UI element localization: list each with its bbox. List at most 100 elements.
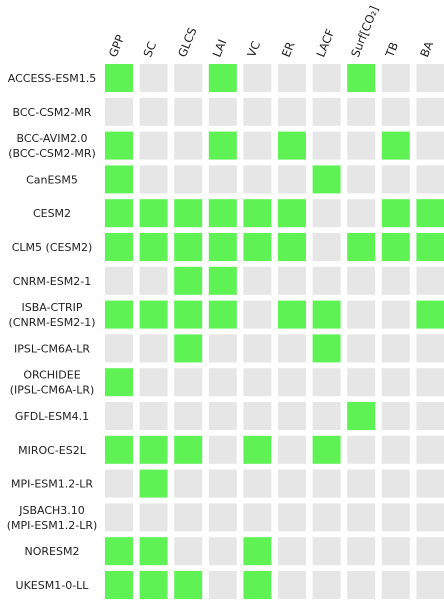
cell (243, 266, 272, 295)
cell (174, 165, 203, 194)
cell (416, 368, 444, 397)
cell (208, 165, 237, 194)
cell (208, 97, 237, 126)
cell (416, 97, 444, 126)
row-label: BCC-AVIM2.0 (16, 132, 87, 145)
cell (139, 300, 168, 329)
cell (347, 131, 376, 160)
cell (243, 571, 272, 599)
cell (278, 199, 306, 228)
cell (105, 334, 133, 363)
cell (208, 233, 237, 261)
cell (243, 334, 272, 363)
cell (416, 503, 444, 532)
cell (416, 402, 444, 430)
row-label: NORESM2 (25, 545, 80, 558)
cell (208, 537, 237, 566)
row-label: ISBA-CTRIP (22, 301, 83, 314)
cell (243, 368, 272, 397)
cell (243, 64, 272, 92)
cell (312, 435, 341, 464)
cell (139, 435, 168, 464)
cell (347, 435, 376, 464)
column-header: Surf[CO₂] (348, 4, 381, 59)
cell (278, 233, 306, 261)
cell (243, 435, 272, 464)
cell (139, 368, 168, 397)
cell (312, 199, 341, 228)
cell (208, 266, 237, 295)
cell (105, 97, 133, 126)
cell (416, 266, 444, 295)
cell (347, 97, 376, 126)
cell (381, 199, 410, 228)
row-label: BCC-CSM2-MR (13, 106, 92, 119)
column-header: LACF (313, 27, 337, 59)
cell (347, 571, 376, 599)
cell (243, 537, 272, 566)
cell (139, 571, 168, 599)
cell (243, 233, 272, 261)
cell (139, 233, 168, 261)
cell (381, 469, 410, 498)
cell (381, 435, 410, 464)
cell (347, 199, 376, 228)
row-label: CNRM-ESM2-1 (13, 275, 91, 288)
cell (139, 537, 168, 566)
cell (312, 64, 341, 92)
cell (347, 233, 376, 261)
cell (105, 402, 133, 430)
cell (208, 402, 237, 430)
cell (105, 368, 133, 397)
cell (416, 300, 444, 329)
row-label: CanESM5 (26, 173, 78, 186)
cell (416, 199, 444, 228)
cell (278, 97, 306, 126)
row-label: (IPSL-CM6A-LR) (10, 384, 95, 397)
cell (312, 97, 341, 126)
cell (174, 233, 203, 261)
row-label: CESM2 (33, 207, 71, 220)
cell (312, 233, 341, 261)
cell (139, 266, 168, 295)
column-header: ER (279, 40, 298, 59)
cell (381, 97, 410, 126)
cell (416, 334, 444, 363)
cell (208, 469, 237, 498)
cell (278, 537, 306, 566)
cell (208, 435, 237, 464)
cell (105, 165, 133, 194)
row-label: CLM5 (CESM2) (12, 241, 92, 254)
cell (208, 64, 237, 92)
cell (174, 266, 203, 295)
cell (312, 334, 341, 363)
cell (381, 165, 410, 194)
row-label: ORCHIDEE (23, 369, 80, 382)
cell (347, 537, 376, 566)
cell (174, 97, 203, 126)
cell (312, 131, 341, 160)
cell (105, 199, 133, 228)
cell (278, 165, 306, 194)
cell (312, 368, 341, 397)
cell (381, 266, 410, 295)
row-label: ACCESS-ESM1.5 (8, 72, 97, 85)
cell (312, 402, 341, 430)
cell (381, 131, 410, 160)
cell (347, 402, 376, 430)
cell (416, 537, 444, 566)
cell (208, 368, 237, 397)
cell (208, 334, 237, 363)
cell (312, 571, 341, 599)
cell (381, 300, 410, 329)
row-label: (CNRM-ESM2-1) (9, 316, 96, 329)
row-label: IPSL-CM6A-LR (14, 342, 90, 355)
cell (347, 266, 376, 295)
cell (105, 300, 133, 329)
cell (174, 402, 203, 430)
cell (105, 131, 133, 160)
cell (416, 469, 444, 498)
column-header: GLCS (175, 25, 199, 59)
cell (208, 199, 237, 228)
row-label: (MPI-ESM1.2-LR) (7, 519, 98, 532)
